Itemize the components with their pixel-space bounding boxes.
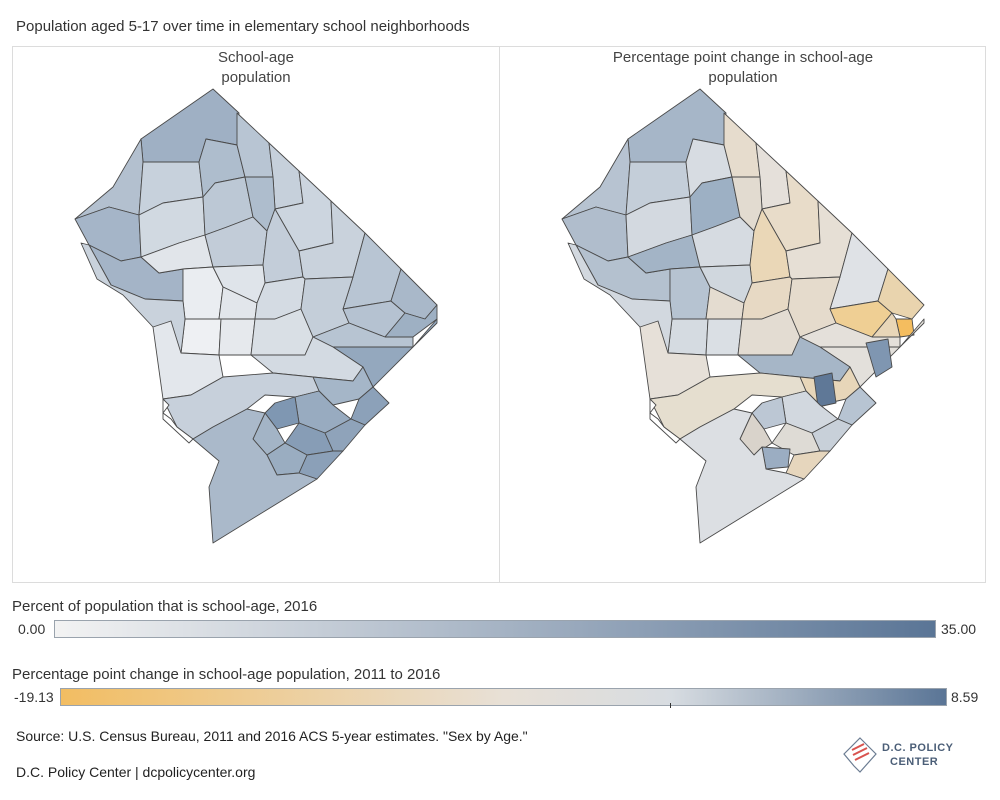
map-region-downtown-a[interactable] [180, 318, 222, 356]
map-region-ward8-b[interactable] [264, 396, 300, 430]
map-region-ward8-a[interactable] [813, 372, 837, 408]
map-region-far-south[interactable] [679, 408, 805, 544]
map-region-northcentral-b[interactable] [723, 112, 761, 178]
legend-2-min: -19.13 [14, 689, 54, 705]
map-region-ward8-c[interactable] [751, 396, 787, 430]
legend-2-gradient-bar [60, 688, 947, 706]
right-map-percentage-point-change[interactable] [500, 47, 986, 584]
dc-flag-map-icon [843, 737, 877, 773]
map-region-downtown-a[interactable] [667, 318, 709, 356]
dc-policy-center-logo[interactable]: D.C. POLICY CENTER [838, 734, 958, 778]
legend-1-min: 0.00 [18, 621, 46, 637]
map-region-ward8-h[interactable] [785, 450, 831, 480]
credit-link[interactable]: D.C. Policy Center | dcpolicycenter.org [16, 764, 256, 780]
logo-text-line2: CENTER [890, 756, 939, 768]
left-panel-title: School-age population [13, 48, 499, 88]
left-map-school-age-population[interactable] [13, 47, 499, 584]
map-panels: School-age population Percentage point c… [12, 46, 986, 583]
right-panel-title-line1: Percentage point change in school-age [612, 49, 874, 66]
left-panel-title-line1: School-age [218, 49, 294, 66]
map-region-northwest-b[interactable] [74, 206, 142, 262]
map-region-ward8-e[interactable] [811, 418, 853, 452]
legend-2-zero-tick [670, 703, 671, 708]
panel-divider [499, 47, 500, 582]
left-panel-title-line2: population [221, 69, 291, 86]
legend-1-label: Percent of population that is school-age… [12, 598, 318, 615]
chart-title: Population aged 5-17 over time in elemen… [16, 18, 470, 35]
map-region-northwest-b[interactable] [561, 206, 629, 262]
river-notch-left [649, 397, 681, 444]
logo-text-line1: D.C. POLICY [882, 742, 954, 754]
legend-2-label: Percentage point change in school-age po… [12, 666, 441, 683]
right-panel-title: Percentage point change in school-age po… [500, 48, 986, 88]
map-region-east-end-b[interactable] [865, 338, 893, 378]
map-region-downtown-b[interactable] [218, 318, 256, 356]
river-notch-left [162, 397, 194, 444]
source-note: Source: U.S. Census Bureau, 2011 and 201… [16, 728, 528, 744]
right-panel-title-line2: population [708, 69, 778, 86]
map-region-ward8-d[interactable] [324, 418, 366, 452]
map-region-northeast-c[interactable] [877, 268, 925, 320]
legend-1-gradient-bar [54, 620, 936, 638]
map-region-downtown-b[interactable] [705, 318, 743, 356]
map-region-ward7-b[interactable] [350, 386, 390, 426]
legend-2-max: 8.59 [951, 689, 979, 705]
legend-1-max: 35.00 [941, 621, 977, 637]
map-region-ward8-g[interactable] [761, 446, 791, 470]
map-region-ward7-b[interactable] [837, 386, 877, 426]
map-region-far-south[interactable] [192, 408, 318, 544]
map-region-northcentral-b[interactable] [236, 112, 274, 178]
